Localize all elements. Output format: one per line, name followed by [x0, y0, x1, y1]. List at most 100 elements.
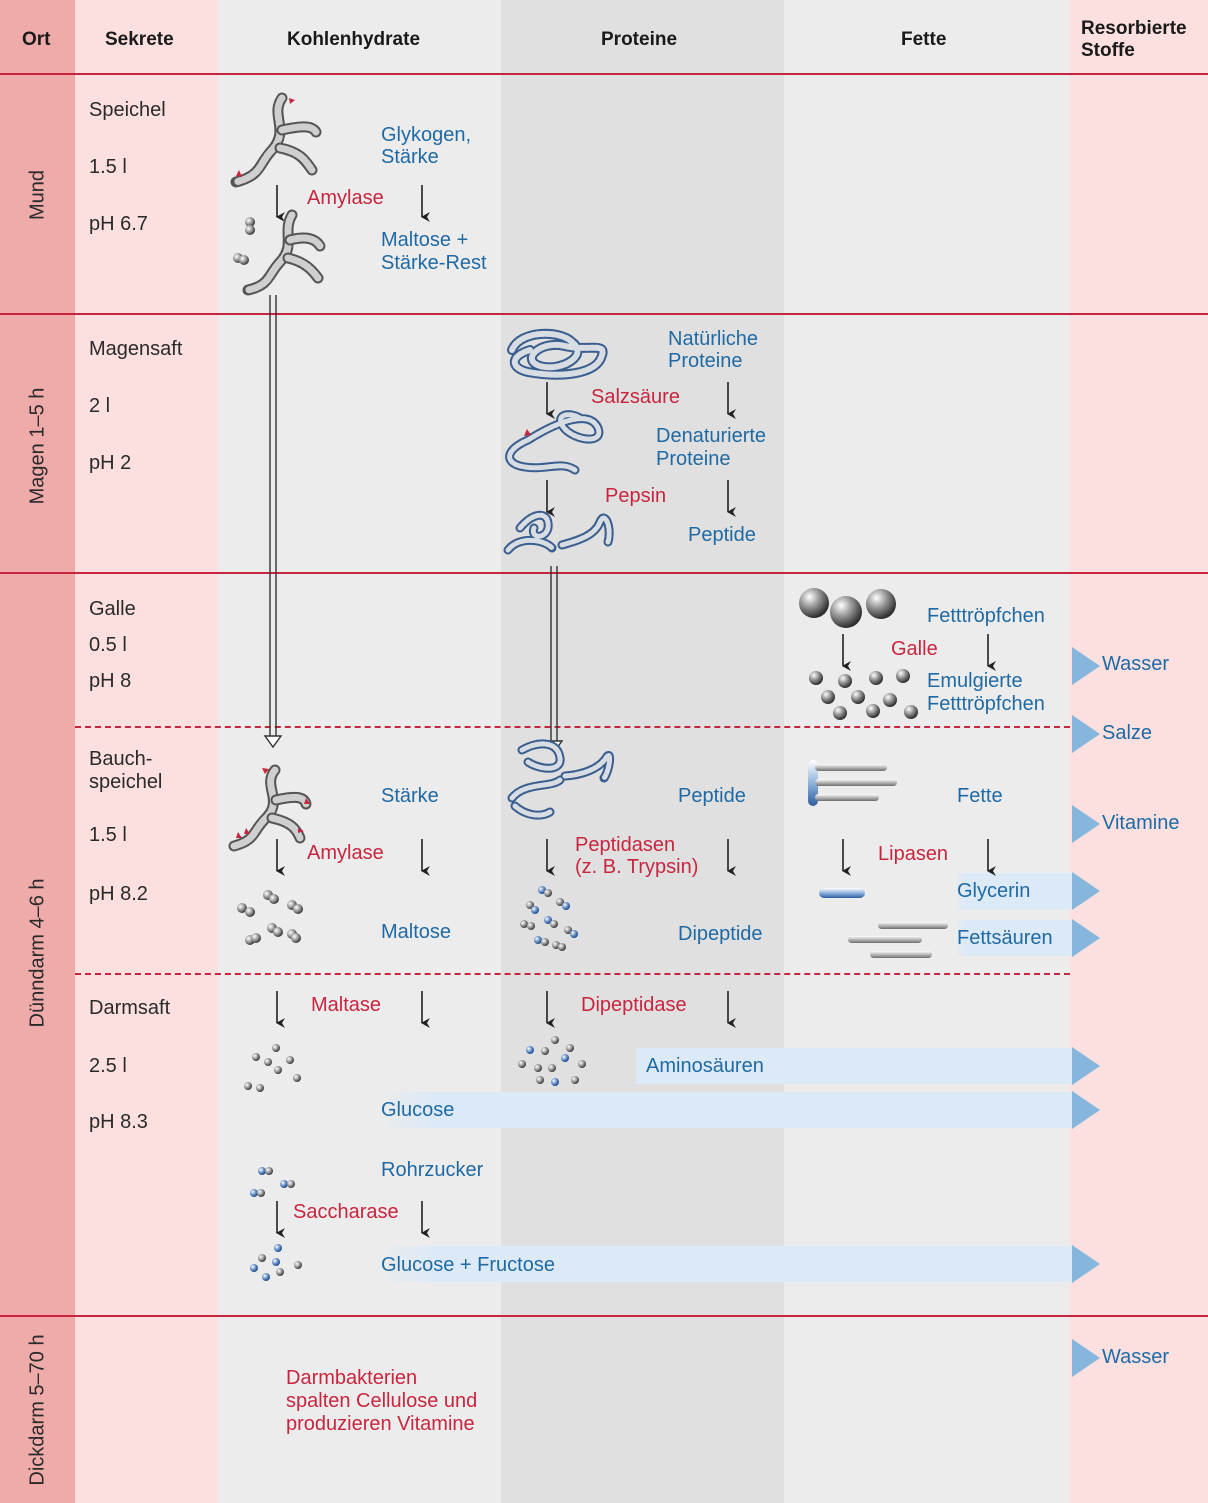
glykogen-label-line1: Glykogen,: [381, 124, 472, 146]
aminosaeuren-absorption-arrow-icon: [1072, 1047, 1100, 1085]
fettsaeuren-label: Fettsäuren: [957, 927, 1053, 949]
secretion-magensaft-ph: pH 2: [89, 452, 132, 474]
emulgierte-label-line2: Fetttröpfchen: [927, 693, 1045, 715]
dashed-divider-bauchspeichel: [75, 973, 1070, 975]
emulgierte-label-line1: Emulgierte: [927, 670, 1023, 692]
denaturierte-proteine-label-line2: Proteine: [656, 448, 731, 470]
pepsin-label: Pepsin: [605, 485, 667, 507]
divider-magen-duenndarm: [0, 572, 1208, 574]
header-fette: Fette: [901, 29, 947, 50]
maltose-molecules-icon: [237, 890, 303, 945]
peptide-transfer-arrow-icon: [544, 566, 564, 754]
dashed-divider-galle: [75, 726, 1070, 728]
header-ort: Ort: [22, 29, 51, 50]
rohrzucker-label: Rohrzucker: [381, 1159, 484, 1181]
darmbakterien-label-line1: Darmbakterien: [286, 1367, 418, 1389]
glucose-fructose-absorption-arrow-icon: [1072, 1245, 1100, 1283]
divider-header: [0, 73, 1208, 75]
starch-pancreas-molecule-icon: [228, 764, 312, 852]
fettsaeuren-absorption-arrow-icon: [1072, 919, 1100, 957]
denaturierte-proteine-label-line1: Denaturierte: [656, 425, 767, 447]
amino-acid-molecules-icon: [518, 1036, 586, 1086]
secretion-magensaft: Magensaft: [89, 338, 183, 360]
absorbed-salze-label: Salze: [1102, 722, 1153, 744]
ort-column: [0, 0, 75, 1503]
absorbed-wasser-label: Wasser: [1102, 653, 1170, 675]
glycerin-molecule-icon: [819, 888, 865, 898]
fetttroepfchen-label: Fetttröpfchen: [927, 605, 1045, 627]
cane-sugar-molecules-icon: [250, 1167, 295, 1197]
header-proteine: Proteine: [601, 29, 678, 50]
starch-remainder-molecule-icon: [233, 209, 326, 296]
maltose-starch-label-line1: Maltose +: [381, 229, 469, 251]
staerke-label: Stärke: [381, 785, 439, 807]
secretion-galle-volume: 0.5 l: [89, 634, 127, 656]
darmbakterien-label-line3: produzieren Vitamine: [286, 1413, 475, 1435]
glucose-molecules-icon: [244, 1044, 301, 1092]
peptides-intestine-icon: [507, 739, 615, 820]
peptidasen-label-line2: (z. B. Trypsin): [575, 856, 699, 878]
lipasen-label: Lipasen: [878, 843, 949, 865]
secretion-galle: Galle: [89, 598, 136, 620]
header-sekrete: Sekrete: [105, 29, 174, 50]
dipeptide-label: Dipeptide: [678, 923, 763, 945]
sekrete-column: [75, 0, 218, 1503]
fette-label: Fette: [957, 785, 1003, 807]
triglyceride-molecule-icon: [808, 760, 897, 806]
wasser-dickdarm-absorption-arrow-icon: [1072, 1339, 1100, 1377]
glycerin-absorption-arrow-icon: [1072, 872, 1100, 910]
aminosaeuren-absorption-band: [636, 1048, 1075, 1084]
saccharase-label: Saccharase: [293, 1201, 399, 1223]
divider-mund-magen: [0, 313, 1208, 315]
glucose-label: Glucose: [381, 1099, 455, 1121]
secretion-bauchspeichel-ph: pH 8.2: [89, 883, 148, 905]
amylase-mouth-label: Amylase: [307, 187, 384, 209]
secretion-bauchspeichel-line2: speichel: [89, 771, 163, 793]
glycogen-molecule-icon: [230, 92, 322, 188]
secretion-darmsaft-volume: 2.5 l: [89, 1055, 127, 1077]
fatty-acids-icon: [848, 922, 948, 958]
peptidasen-label-line1: Peptidasen: [575, 834, 676, 856]
secretion-speichel: Speichel: [89, 99, 166, 121]
secretion-darmsaft: Darmsaft: [89, 997, 171, 1019]
header-kohlenhydrate: Kohlenhydrate: [287, 29, 421, 50]
glykogen-label-line2: Stärke: [381, 146, 439, 168]
denatured-protein-icon: [505, 410, 604, 475]
fat-droplets-icon: [799, 588, 896, 628]
glycerin-absorption-band: [955, 873, 1075, 909]
glycerin-label: Glycerin: [957, 880, 1031, 902]
darmbakterien-label-line2: spalten Cellulose und: [286, 1390, 478, 1412]
glucose-fructose-absorption-band: [378, 1246, 1075, 1282]
absorbed-wasser-dickdarm-label: Wasser: [1102, 1346, 1170, 1368]
natuerliche-proteine-label-line1: Natürliche: [668, 328, 759, 350]
galle-reaction-label: Galle: [891, 638, 938, 660]
header-resorbierte: Resorbierte Stoffe: [1081, 18, 1187, 62]
glucose-absorption-band: [378, 1092, 1075, 1128]
peptides-stomach-icon: [503, 510, 614, 555]
maltose-starch-label-line2: Stärke-Rest: [381, 252, 487, 274]
divider-duenndarm-dickdarm: [0, 1315, 1208, 1317]
maltase-label: Maltase: [311, 994, 382, 1016]
salze-absorption-arrow-icon: [1072, 715, 1100, 753]
secretion-speichel-ph: pH 6.7: [89, 213, 148, 235]
fettsaeuren-absorption-band: [955, 920, 1075, 956]
secretion-bauchspeichel-volume: 1.5 l: [89, 824, 127, 846]
dipeptide-molecules-icon: [520, 886, 578, 951]
header-resorbierte-line2: Stoffe: [1081, 40, 1135, 61]
secretion-bauchspeichel-line1: Bauch-: [89, 748, 153, 770]
peptide-stomach-label: Peptide: [688, 524, 756, 546]
starch-transfer-arrow-icon: [263, 295, 283, 749]
wasser-absorption-arrow-icon: [1072, 647, 1100, 685]
vitamine-absorption-arrow-icon: [1072, 805, 1100, 843]
glucose-absorption-arrow-icon: [1072, 1091, 1100, 1129]
natuerliche-proteine-label-line2: Proteine: [668, 350, 743, 372]
secretion-darmsaft-ph: pH 8.3: [89, 1111, 148, 1133]
secretion-magensaft-volume: 2 l: [89, 395, 111, 417]
dipeptidase-label: Dipeptidase: [581, 994, 687, 1016]
aminosaeuren-label: Aminosäuren: [646, 1055, 764, 1077]
header-resorbierte-line1: Resorbierte: [1081, 18, 1187, 39]
peptide-intestine-label: Peptide: [678, 785, 746, 807]
glucose-fructose-label: Glucose + Fructose: [381, 1254, 555, 1276]
maltose-label: Maltose: [381, 921, 452, 943]
